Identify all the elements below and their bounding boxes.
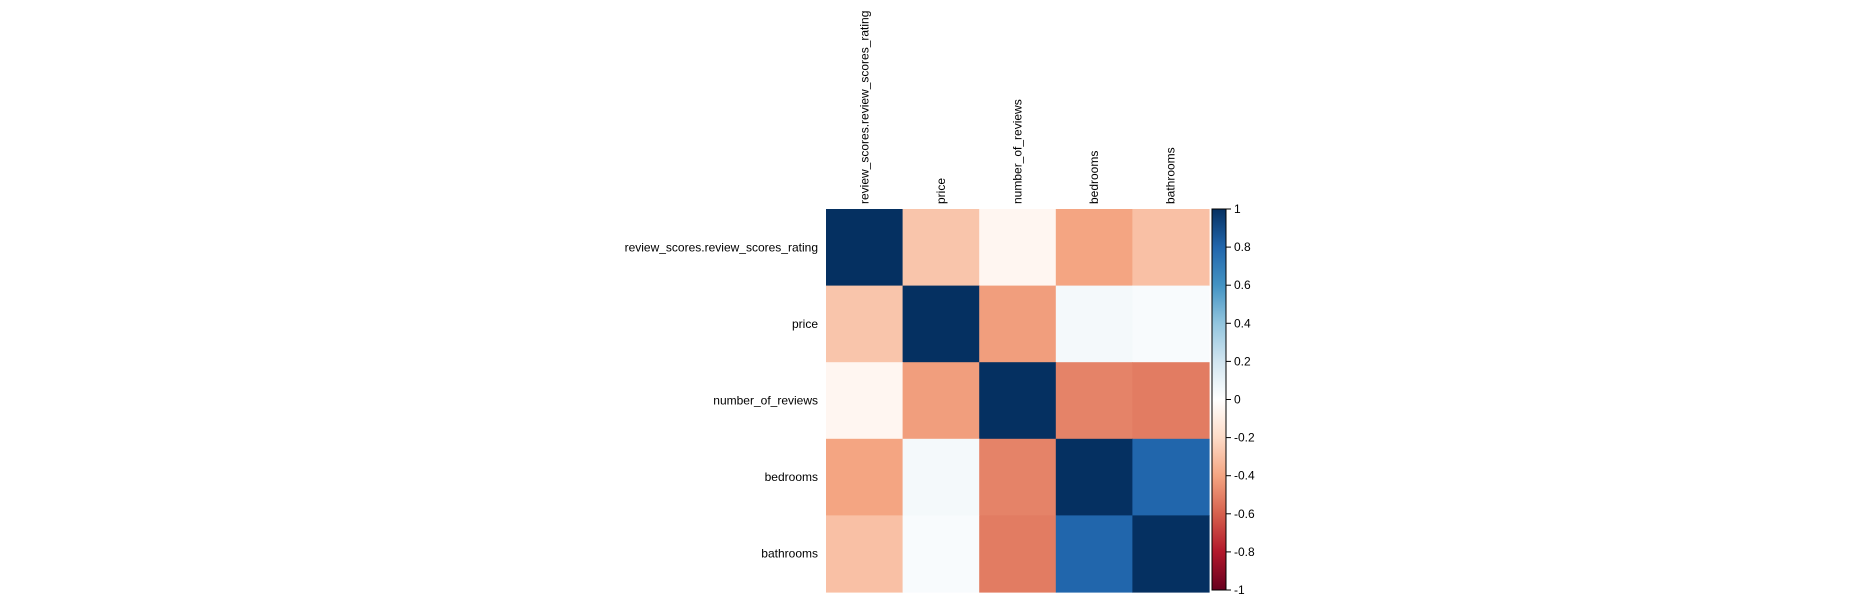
column-label: bedrooms	[1087, 151, 1101, 204]
heatmap-cell-r4-c1	[902, 515, 980, 593]
heatmap-cell-r2-c2	[979, 362, 1057, 440]
colorbar-tick-label: -0.4	[1234, 469, 1255, 483]
colorbar-tick-label: -0.8	[1234, 545, 1255, 559]
heatmap-cell-r4-c3	[1055, 515, 1133, 593]
column-label: price	[934, 178, 948, 204]
heatmap-cell-r1-c2	[979, 285, 1057, 363]
heatmap-cell-r1-c4	[1132, 285, 1210, 363]
colorbar-tick-label: -0.2	[1234, 431, 1255, 445]
row-label: price	[792, 317, 818, 331]
colorbar-tick-label: -1	[1234, 583, 1245, 597]
colorbar-tick-label: 0	[1234, 393, 1241, 407]
row-label: number_of_reviews	[713, 394, 818, 408]
column-label: review_scores.review_scores_rating	[857, 11, 871, 204]
heatmap-cell-r4-c0	[826, 515, 904, 593]
heatmap-cell-r1-c3	[1055, 285, 1133, 363]
row-label: bedrooms	[765, 470, 818, 484]
heatmap-cell-r2-c1	[902, 362, 980, 440]
heatmap-cell-r0-c2	[979, 209, 1057, 287]
heatmap-cell-r3-c4	[1132, 438, 1210, 516]
colorbar-tick-label: 1	[1234, 202, 1241, 216]
heatmap-cell-r2-c4	[1132, 362, 1210, 440]
heatmap-cell-r1-c1	[902, 285, 980, 363]
heatmap-cells	[826, 209, 1210, 593]
heatmap-cell-r0-c3	[1055, 209, 1133, 287]
heatmap-cell-r4-c2	[979, 515, 1057, 593]
column-label: number_of_reviews	[1011, 99, 1025, 204]
row-label: review_scores.review_scores_rating	[625, 240, 818, 254]
colorbar: 1 0.8 0.6 0.4 0.2 0 -0.2 -0.4 -0.6 -0.8 -1	[1211, 202, 1255, 597]
colorbar-tick-label: 0.4	[1234, 316, 1251, 330]
heatmap-cell-r0-c1	[902, 209, 980, 287]
heatmap-cell-r2-c0	[826, 362, 904, 440]
column-label: bathrooms	[1164, 147, 1178, 204]
colorbar-tick-label: 0.2	[1234, 354, 1251, 368]
heatmap-cell-r3-c0	[826, 438, 904, 516]
heatmap-cell-r1-c0	[826, 285, 904, 363]
heatmap-cell-r0-c0	[826, 209, 904, 287]
heatmap-cell-r2-c3	[1055, 362, 1133, 440]
colorbar-tick-label: 0.8	[1234, 240, 1251, 254]
heatmap-cell-r3-c2	[979, 438, 1057, 516]
row-label: bathrooms	[761, 547, 818, 561]
heatmap-cell-r0-c4	[1132, 209, 1210, 287]
colorbar-gradient	[1211, 208, 1227, 591]
heatmap-cell-r3-c3	[1055, 438, 1133, 516]
colorbar-tick-label: 0.6	[1234, 278, 1251, 292]
heatmap-cell-r3-c1	[902, 438, 980, 516]
colorbar-tick-label: -0.6	[1234, 507, 1255, 521]
heatmap-cell-r4-c4	[1132, 515, 1210, 593]
